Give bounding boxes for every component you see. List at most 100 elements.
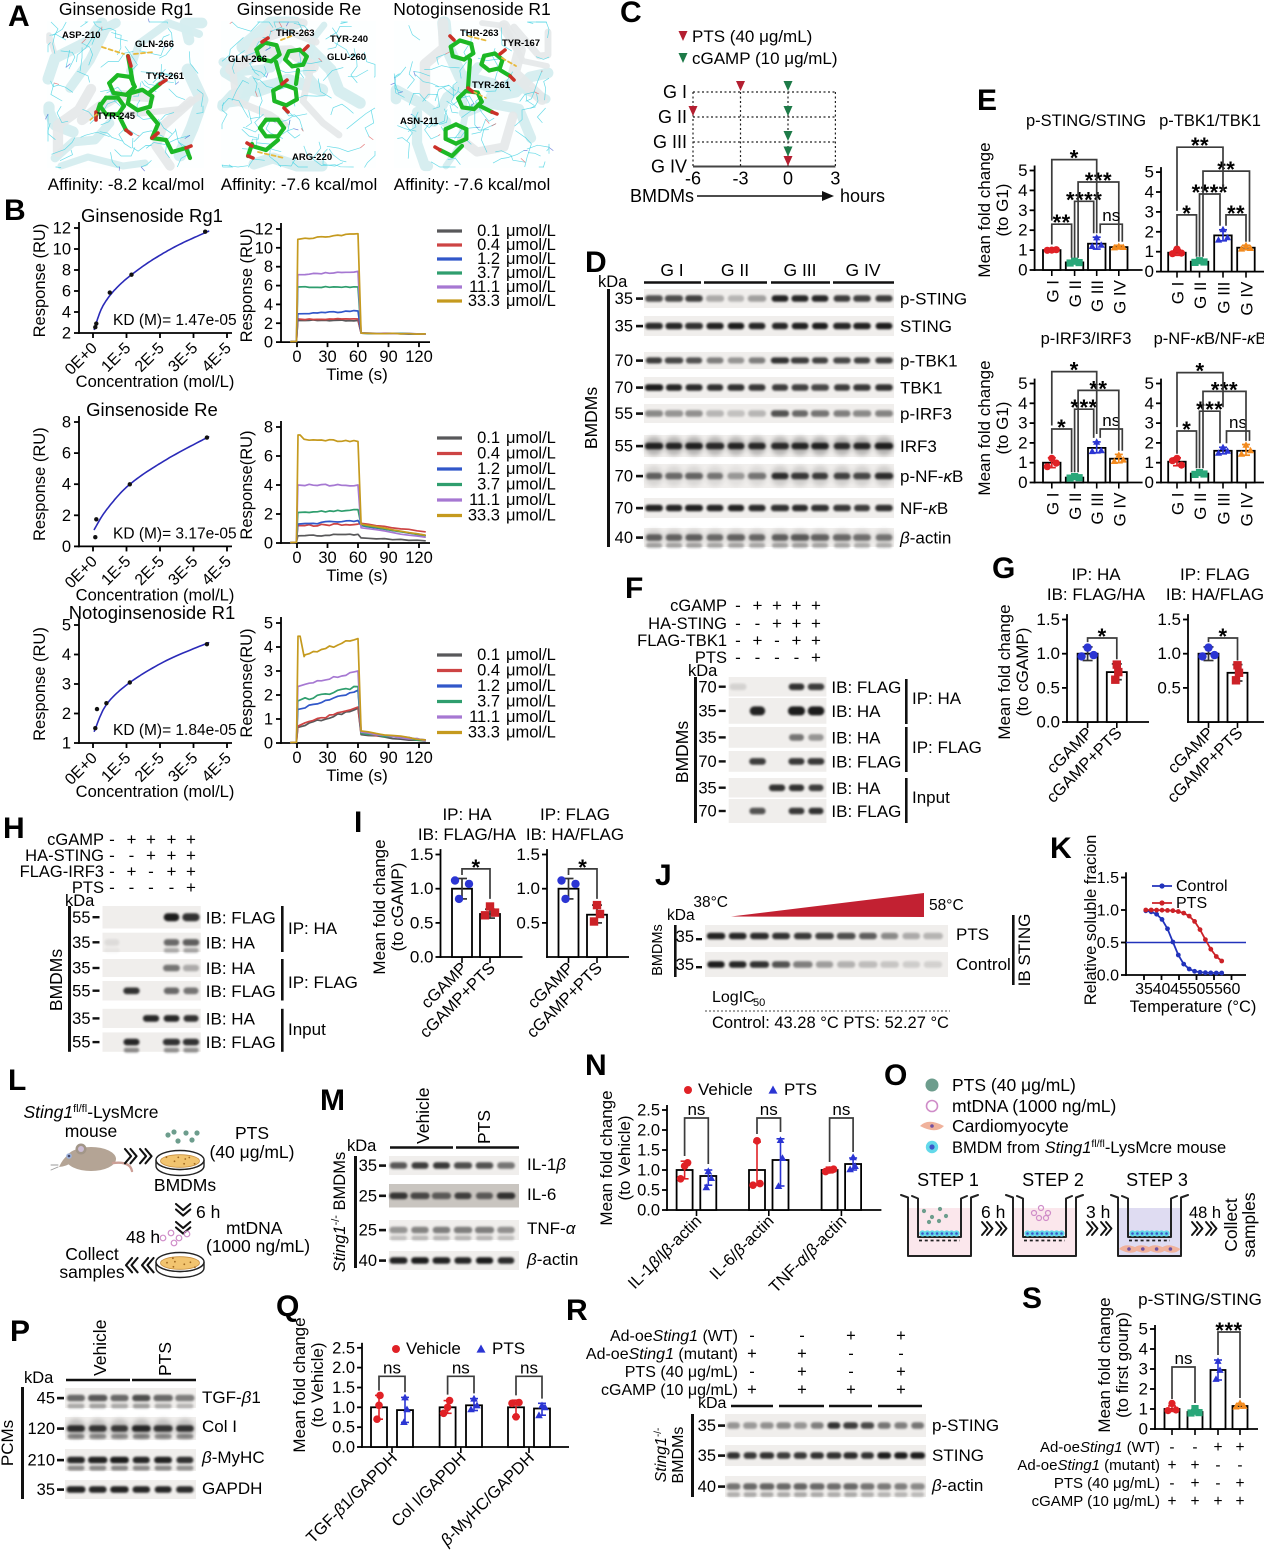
svg-text:G IV: G IV [1238,281,1257,316]
svg-text:LogIC: LogIC [712,989,755,1006]
svg-text:3.7: 3.7 [477,693,500,711]
svg-text:μmol/L: μmol/L [506,491,556,509]
svg-text:30: 30 [318,549,336,567]
svg-text:***: *** [1085,168,1112,193]
svg-text:6: 6 [264,277,273,295]
svg-text:G IV: G IV [845,260,880,280]
svg-text:S: S [1022,1282,1042,1315]
svg-text:1.5: 1.5 [332,1379,355,1397]
svg-text:60: 60 [349,348,367,366]
svg-text:IP: HA: IP: HA [288,919,338,938]
svg-text:40: 40 [615,529,633,547]
svg-text:PTS: PTS [235,1123,269,1143]
svg-text:p-NF-κB: p-NF-κB [900,467,963,486]
svg-text:I: I [354,806,362,839]
svg-text:STEP 2: STEP 2 [1022,1170,1084,1190]
svg-text:BMDM from Sting1fl/fl-LysMcre: BMDM from Sting1fl/fl-LysMcre mouse [952,1138,1226,1157]
svg-text:Input: Input [912,788,950,807]
svg-text:+: + [186,830,196,849]
svg-text:β-actin: β-actin [899,529,951,548]
svg-text:2: 2 [62,705,71,723]
svg-text:4: 4 [1145,394,1154,413]
svg-text:Ad-oeSting1 (mutant): Ad-oeSting1 (mutant) [586,1346,738,1363]
svg-text:PTS: PTS [72,879,104,897]
svg-text:0.5: 0.5 [410,913,434,932]
svg-text:-: - [109,830,115,849]
svg-text:(to cGAMP): (to cGAMP) [388,863,407,952]
svg-text:+: + [772,596,782,615]
svg-text:1.5: 1.5 [1097,870,1119,887]
svg-text:-: - [1215,1475,1220,1492]
svg-text:G II: G II [1191,282,1210,309]
svg-text:μmol/L: μmol/L [506,222,556,240]
svg-text:0.0: 0.0 [1097,968,1119,985]
svg-text:38°C: 38°C [693,894,728,911]
svg-text:10: 10 [53,241,71,259]
svg-text:120: 120 [405,549,433,567]
svg-text:70: 70 [615,352,633,370]
svg-text:(to Vehicle): (to Vehicle) [615,1115,634,1200]
svg-text:Notoginsenoside R1: Notoginsenoside R1 [393,0,551,19]
svg-text:Response (RU): Response (RU) [238,229,256,343]
svg-text:BMDMs: BMDMs [581,387,601,449]
svg-text:+: + [1235,1475,1244,1492]
svg-text:12: 12 [255,221,273,239]
svg-text:BMDMs: BMDMs [672,721,692,783]
svg-text:+: + [127,862,137,881]
svg-text:G III: G III [1215,282,1234,314]
svg-text:5: 5 [1145,163,1154,182]
svg-text:Control: Control [956,955,1011,974]
svg-text:G IV: G IV [651,157,687,177]
svg-text:+: + [167,862,177,881]
svg-text:Mean fold change: Mean fold change [290,1317,309,1452]
svg-text:+: + [186,846,196,865]
svg-text:TNF-α: TNF-α [527,1219,577,1238]
svg-text:ns: ns [687,1100,705,1119]
svg-text:55: 55 [72,909,90,927]
svg-text:2: 2 [62,507,71,525]
svg-text:ASN-211: ASN-211 [400,116,439,127]
svg-text:1.0: 1.0 [1097,903,1119,920]
svg-text:-: - [735,596,741,615]
svg-text:IB: HA: IB: HA [831,728,881,747]
svg-text:TYR-240: TYR-240 [330,34,368,45]
svg-text:-: - [109,862,115,881]
svg-text:Vehicle: Vehicle [413,1088,433,1144]
svg-text:2.5: 2.5 [637,1102,660,1120]
svg-text:F: F [625,572,643,605]
svg-text:1.5: 1.5 [1157,610,1181,629]
svg-text:Cardiomyocyte: Cardiomyocyte [952,1116,1069,1136]
svg-text:Control: Control [1176,878,1228,895]
svg-text:0.4: 0.4 [477,236,500,254]
svg-text:5: 5 [1018,161,1027,180]
svg-text:KD (M)= 1.84e-05: KD (M)= 1.84e-05 [113,722,237,739]
svg-text:Vehicle: Vehicle [406,1339,461,1358]
svg-text:Ginsenoside Rg1: Ginsenoside Rg1 [59,0,193,19]
svg-text:-: - [129,878,135,897]
svg-text:55: 55 [72,1034,90,1052]
svg-text:TYR-245: TYR-245 [97,111,136,122]
svg-text:IB: FLAG: IB: FLAG [206,908,276,927]
svg-text:KD (M)= 3.17e-05: KD (M)= 3.17e-05 [113,525,237,542]
svg-text:TYR-167: TYR-167 [502,38,540,49]
svg-text:PTS: PTS [155,1342,175,1376]
svg-text:G IV: G IV [1110,279,1129,314]
svg-text:GAPDH: GAPDH [202,1479,262,1498]
svg-text:Response (RU): Response (RU) [31,627,49,741]
svg-text:2: 2 [264,506,273,524]
svg-text:G III: G III [653,132,687,152]
svg-text:4: 4 [1139,1340,1148,1359]
svg-text:40: 40 [698,1478,716,1496]
svg-text:2: 2 [264,315,273,333]
svg-text:IP: FLAG: IP: FLAG [1180,565,1250,584]
svg-text:70: 70 [615,468,633,486]
svg-text:*: * [471,855,480,880]
svg-text:-: - [749,1327,755,1345]
svg-text:0: 0 [264,535,273,553]
svg-text:PTS: PTS [695,649,727,667]
svg-text:50: 50 [1188,981,1206,998]
svg-text:****: **** [1192,180,1228,205]
svg-text:μmol/L: μmol/L [506,264,556,282]
svg-text:ARG-220: ARG-220 [292,152,332,163]
svg-text:-: - [848,1363,854,1381]
